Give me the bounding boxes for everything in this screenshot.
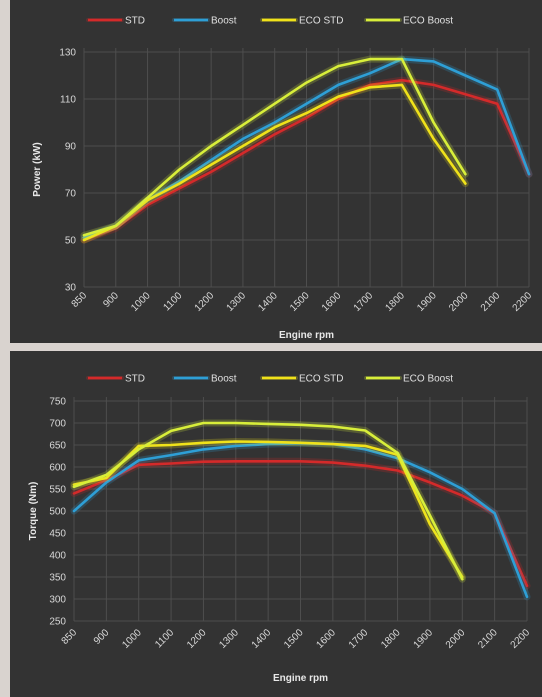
series-eco-boost [80,55,469,239]
legend-label: ECO Boost [403,374,453,385]
x-tick-label: 1600 [320,290,344,314]
gridlines [83,48,530,288]
y-axis-title: Torque (Nm) [28,482,39,541]
y-tick-label: 50 [65,236,77,247]
series-line [82,78,531,242]
x-tick-label: 1800 [379,627,403,651]
y-tick-label: 400 [49,551,66,562]
x-axis-title: Engine rpm [273,673,328,684]
y-tick-label: 350 [49,573,66,584]
x-tick-label: 1000 [129,290,153,314]
x-tick-label: 1500 [288,290,312,314]
legend: STD Boost ECO STD ECO Boost [86,16,453,27]
y-tick-label: 300 [49,595,66,606]
series-line [82,57,467,237]
x-tick-label: 850 [60,627,80,647]
series-line [72,421,464,581]
x-tick-label: 2100 [479,290,503,314]
x-tick-label: 2200 [509,627,533,651]
x-tick-label: 1700 [347,627,371,651]
y-axis-title: Power (kW) [32,142,43,196]
y-tick-label: 700 [49,419,66,430]
y-tick-label: 30 [65,283,77,294]
x-tick-label: 900 [101,290,121,310]
legend-label: STD [125,16,145,27]
y-tick-label: 450 [49,529,66,540]
legend-label: ECO STD [299,16,343,27]
x-tick-label: 1900 [412,627,436,651]
x-tick-label: 1000 [120,627,144,651]
torque-chart-panel: 250 300 350 400 450 500 550 600 650 700 750 850 900 1… [10,351,542,697]
y-tick-label: 600 [49,463,66,474]
legend: STD Boost ECO STD ECO Boost [86,374,453,385]
series-eco-std [80,81,469,244]
legend-label: ECO STD [299,374,343,385]
y-tick-label: 250 [49,617,66,628]
series-std [80,76,533,244]
x-tick-label: 900 [92,627,112,647]
series-eco-boost [70,419,466,583]
legend-label: STD [125,374,145,385]
legend-label: Boost [211,374,237,385]
y-tick-label: 750 [49,397,66,408]
y-tick-label: 550 [49,485,66,496]
x-tick-label: 1500 [282,627,306,651]
y-tick-label: 70 [65,189,77,200]
x-tick-label: 1700 [352,290,376,314]
y-tick-label: 110 [60,95,76,106]
x-tick-label: 1900 [415,290,439,314]
y-tick-label: 90 [65,142,77,153]
x-tick-label: 1300 [225,290,249,314]
series-std [70,457,531,590]
x-tick-label: 1100 [153,627,176,650]
x-tick-label: 2000 [444,627,468,651]
legend-label: Boost [211,16,237,27]
x-tick-label: 1400 [256,290,280,314]
x-tick-label: 1800 [383,290,407,314]
x-tick-label: 1100 [161,290,184,313]
torque-chart: 250 300 350 400 450 500 550 600 650 700 750 850 900 1… [28,374,533,685]
x-tick-label: 2000 [447,290,471,314]
legend-label: ECO Boost [403,16,453,27]
x-tick-label: 1200 [185,627,209,651]
x-tick-label: 2200 [511,290,535,314]
x-tick-label: 1600 [314,627,338,651]
x-tick-label: 1300 [217,627,241,651]
x-tick-label: 2100 [476,627,500,651]
x-axis-title: Engine rpm [279,330,334,341]
series-line [82,83,467,242]
y-tick-label: 130 [59,48,76,59]
series-line [72,460,529,588]
y-tick-label: 500 [49,507,66,518]
x-tick-label: 1400 [250,627,274,651]
y-tick-label: 650 [49,441,66,452]
power-chart-panel: 30 50 70 90 110 130 850 900 1000 1100 1200 1300 1400… [10,0,542,343]
gridlines [73,397,528,622]
x-tick-label: 1200 [193,290,217,314]
